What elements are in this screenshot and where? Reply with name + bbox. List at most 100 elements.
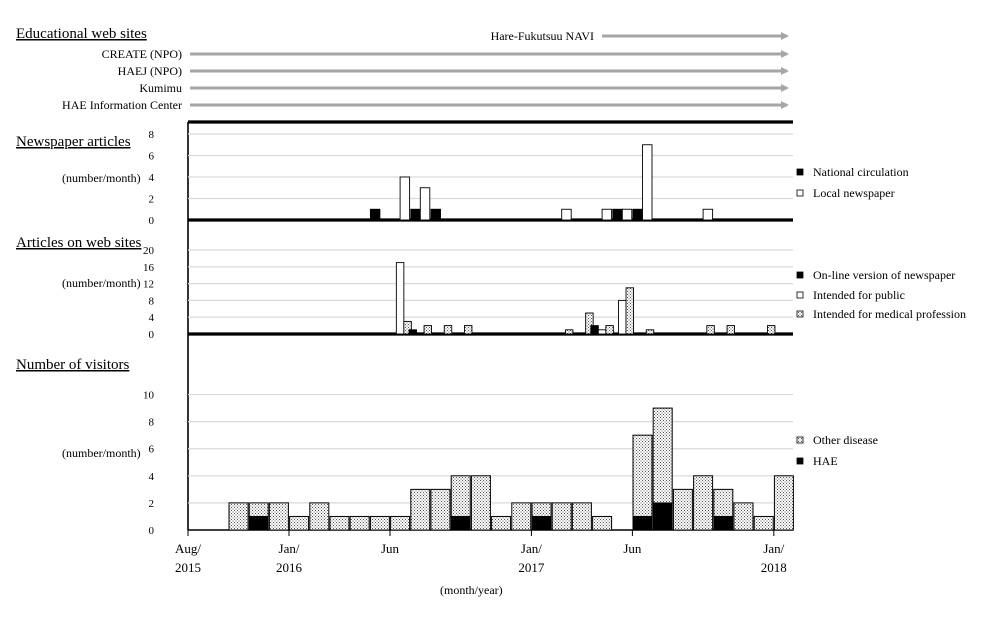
bar <box>618 299 627 335</box>
bar <box>632 208 643 221</box>
educational-site-label: Hare-Fukutsuu NAVI <box>491 29 594 43</box>
bar <box>464 325 473 335</box>
x-tick-label: 2016 <box>276 560 303 575</box>
x-tick-label: 2018 <box>761 560 787 575</box>
y-tick-label: 6 <box>149 151 155 163</box>
bar <box>430 488 451 531</box>
y-tick-label: 0 <box>149 215 155 227</box>
visitors-ylabel: (number/month) <box>62 446 141 460</box>
bar <box>753 515 774 531</box>
x-tick-label: Jan/ <box>521 541 542 556</box>
legend-label: Local newspaper <box>813 186 895 200</box>
bar <box>395 262 405 335</box>
bar <box>565 329 574 335</box>
y-tick-label: 12 <box>143 279 154 291</box>
bar <box>470 475 491 531</box>
bar <box>601 208 613 221</box>
bar <box>561 208 572 221</box>
y-tick-label: 4 <box>149 172 155 184</box>
bar <box>706 325 715 335</box>
bar <box>491 515 512 531</box>
y-tick-label: 0 <box>149 329 155 341</box>
legend-swatch <box>796 436 804 444</box>
legend-label: HAE <box>813 454 838 468</box>
bar <box>642 144 653 221</box>
educational-site-label: CREATE (NPO) <box>102 47 182 61</box>
bar <box>450 475 471 517</box>
y-tick-label: 8 <box>149 417 155 429</box>
newspaper-title: Newspaper articles <box>16 134 131 150</box>
bar <box>399 176 411 221</box>
legend-swatch <box>796 168 804 176</box>
bars-layer <box>228 144 794 531</box>
y-tick-label: 8 <box>149 295 155 307</box>
bar <box>702 208 714 221</box>
bar <box>652 407 673 504</box>
bar <box>597 329 607 335</box>
legend-label: National circulation <box>813 165 909 179</box>
legend-label: Other disease <box>813 433 878 447</box>
legend-swatch <box>796 291 804 299</box>
legend-swatch <box>796 457 804 465</box>
educational-site-label: HAE Information Center <box>62 98 182 112</box>
x-tick-label: Jan/ <box>279 541 300 556</box>
bar <box>632 515 653 531</box>
x-tick-label: 2015 <box>175 560 201 575</box>
bar <box>309 502 330 531</box>
x-axis-label: (month/year) <box>440 583 503 597</box>
visitors-title: Number of visitors <box>16 357 129 373</box>
x-tick-label: Jan/ <box>763 541 784 556</box>
tick-layer: 0 2 4 6 8 0 4 8 12 16 20 0 2 4 6 8 10 Aug/2015 Jan/2016 Jun… <box>143 129 787 575</box>
bar <box>410 208 421 221</box>
bar <box>408 329 417 335</box>
bar <box>625 287 634 335</box>
x-tick-label: Jun <box>381 541 400 556</box>
bar <box>403 320 412 335</box>
grid-layer <box>188 133 793 504</box>
bar <box>228 502 249 531</box>
newspaper-ylabel: (number/month) <box>62 171 141 185</box>
bar <box>248 515 269 531</box>
bar <box>590 325 599 335</box>
bar <box>450 515 471 531</box>
y-tick-label: 2 <box>149 498 155 510</box>
bar <box>713 488 734 517</box>
y-tick-label: 4 <box>149 312 155 324</box>
y-tick-label: 20 <box>143 245 155 257</box>
bar <box>693 475 714 531</box>
bar <box>571 502 592 531</box>
bar <box>645 329 655 335</box>
bar <box>268 502 289 531</box>
bar <box>592 515 613 531</box>
legend-layer: National circulation Local newspaper On-li… <box>796 165 966 468</box>
bar <box>733 502 754 531</box>
y-tick-label: 16 <box>143 262 155 274</box>
bar <box>443 325 453 335</box>
legend-label: Intended for medical profession <box>813 307 966 321</box>
bar <box>410 488 431 531</box>
bar <box>329 515 350 531</box>
bar <box>390 515 411 531</box>
y-tick-label: 8 <box>149 129 155 141</box>
bar <box>726 325 735 335</box>
x-tick-label: 2017 <box>518 560 545 575</box>
bar <box>621 208 633 221</box>
bar <box>632 434 653 517</box>
legend-swatch <box>796 310 804 318</box>
bar <box>531 502 552 517</box>
web-articles-ylabel: (number/month) <box>62 276 141 290</box>
educational-site-label: Kumimu <box>139 81 182 95</box>
y-tick-label: 2 <box>149 194 155 206</box>
educational-title: Educational web sites <box>16 26 147 42</box>
bar <box>248 502 269 517</box>
bar <box>551 502 572 531</box>
bar <box>652 502 673 531</box>
y-tick-label: 6 <box>149 444 155 456</box>
bar <box>369 208 381 221</box>
educational-site-label: HAEJ (NPO) <box>118 64 182 78</box>
bar <box>419 187 431 221</box>
educational-sites: Hare-Fukutsuu NAVI CREATE (NPO) HAEJ (NPO)… <box>62 29 789 112</box>
bar <box>531 515 552 531</box>
